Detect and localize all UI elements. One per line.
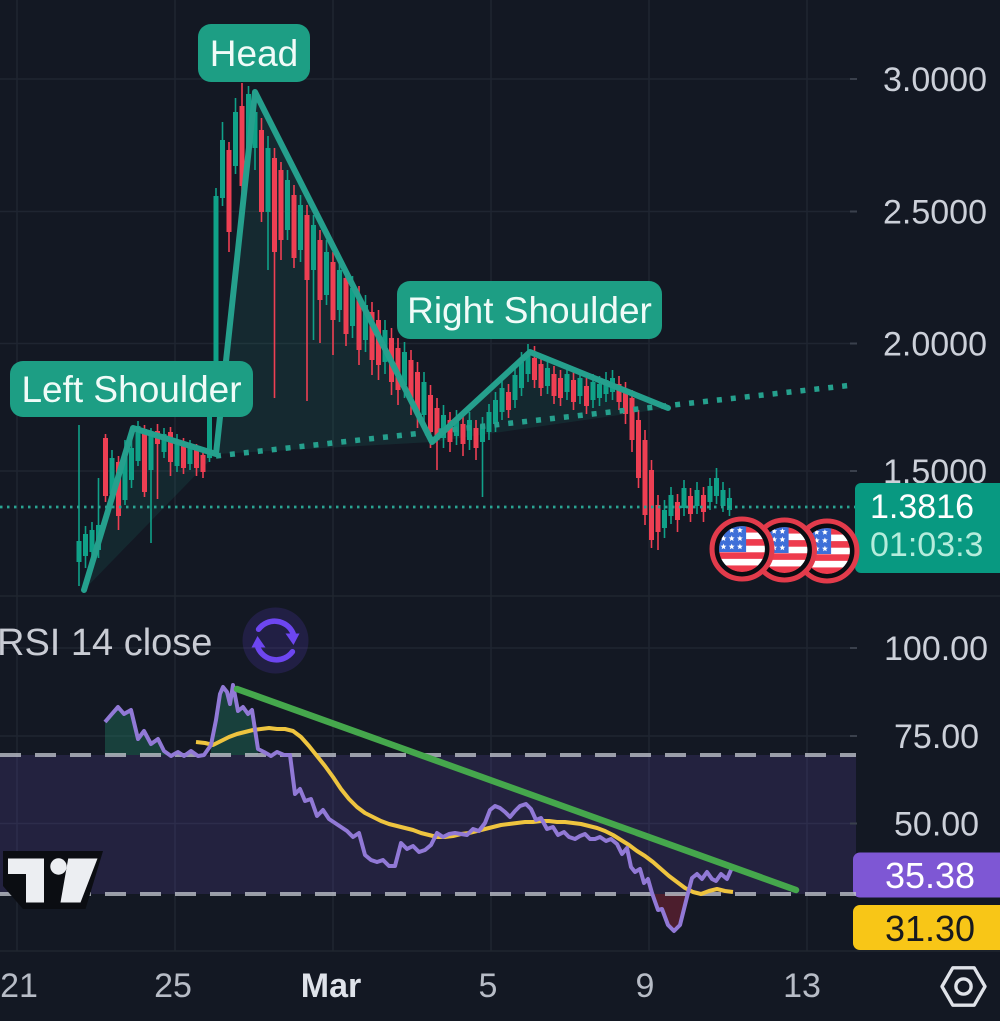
svg-text:21: 21 xyxy=(0,967,38,1005)
svg-text:Mar: Mar xyxy=(301,967,361,1005)
svg-text:2.0000: 2.0000 xyxy=(883,326,987,364)
svg-text:50.00: 50.00 xyxy=(894,806,979,844)
svg-text:5: 5 xyxy=(479,967,498,1005)
svg-text:Left Shoulder: Left Shoulder xyxy=(21,369,241,410)
svg-text:31.30: 31.30 xyxy=(885,908,975,949)
svg-text:3.0000: 3.0000 xyxy=(883,61,987,99)
svg-text:2.5000: 2.5000 xyxy=(883,194,987,232)
svg-text:01:03:3: 01:03:3 xyxy=(870,526,983,564)
svg-text:75.00: 75.00 xyxy=(894,718,979,756)
svg-text:Head: Head xyxy=(210,33,298,74)
svg-text:1.3816: 1.3816 xyxy=(870,488,974,526)
svg-text:35.38: 35.38 xyxy=(885,855,975,896)
svg-text:100.00: 100.00 xyxy=(884,630,988,668)
svg-text:Right Shoulder: Right Shoulder xyxy=(407,290,652,331)
svg-text:9: 9 xyxy=(636,967,655,1005)
svg-text:25: 25 xyxy=(154,967,192,1005)
svg-text:13: 13 xyxy=(783,967,821,1005)
svg-text:RSI 14 close: RSI 14 close xyxy=(0,622,212,664)
